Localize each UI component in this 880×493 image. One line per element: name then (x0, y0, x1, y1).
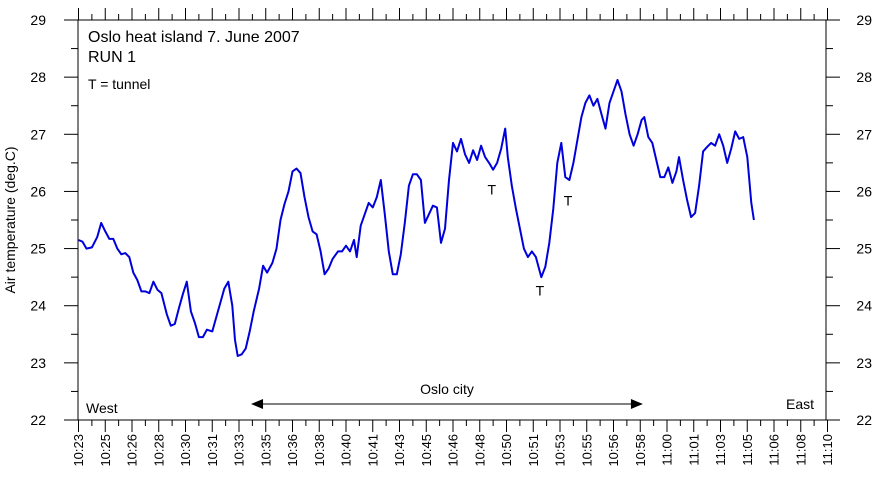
x-tick-label: 10:33 (232, 434, 247, 467)
x-tick-label: 10:51 (526, 434, 541, 467)
x-tick-label: 10:31 (205, 434, 220, 467)
tunnel-marker: T (536, 282, 545, 298)
x-tick-label: 11:06 (767, 434, 782, 466)
y-tick-label-left: 29 (30, 12, 46, 28)
y-tick-label-left: 23 (30, 355, 46, 371)
y-tick-label-left: 27 (30, 126, 46, 142)
x-tick-label: 10:28 (151, 434, 166, 467)
x-tick-label: 10:30 (178, 434, 193, 467)
x-tick-label: 10:56 (606, 434, 621, 467)
oslo-city-span-arrow (251, 399, 643, 409)
west-label: West (86, 400, 118, 416)
x-tick-label: 10:53 (553, 434, 568, 467)
y-tick-label-right: 28 (856, 69, 872, 85)
tunnel-legend-note: T = tunnel (88, 76, 150, 92)
y-tick-label-left: 28 (30, 69, 46, 85)
oslo-city-label: Oslo city (420, 381, 474, 397)
x-tick-label: 10:55 (579, 434, 594, 467)
plot-frame (77, 19, 827, 421)
x-tick-label: 10:41 (365, 434, 380, 467)
y-axis-ticks: 22 22 23 23 24 24 25 25 26 26 27 27 28 28 29 29 (30, 12, 872, 428)
chart-subtitle: RUN 1 (88, 49, 136, 66)
x-tick-label: 10:25 (98, 434, 113, 467)
y-tick-label-left: 22 (30, 412, 46, 428)
x-tick-label: 11:10 (820, 434, 835, 466)
y-tick-label-right: 22 (856, 412, 872, 428)
arrow-head-right (630, 399, 643, 409)
x-tick-label: 11:01 (686, 434, 701, 466)
x-tick-label: 11:03 (713, 434, 728, 466)
y-tick-label-left: 25 (30, 241, 46, 257)
x-tick-label: 10:46 (446, 434, 461, 467)
y-tick-label-right: 27 (856, 126, 872, 142)
x-tick-label: 10:50 (499, 434, 514, 467)
east-label: East (786, 396, 814, 412)
x-tick-label: 10:36 (285, 434, 300, 467)
x-tick-label: 10:48 (472, 434, 487, 467)
tunnel-marker: T (564, 193, 573, 209)
x-axis-ticks: 10:23 10:25 10:26 10:28 10:30 10:31 10:33 10:35… (71, 8, 835, 467)
y-tick-label-left: 26 (30, 183, 46, 199)
y-tick-label-right: 23 (856, 355, 872, 371)
x-tick-label: 10:43 (392, 434, 407, 467)
y-tick-label-right: 29 (856, 12, 872, 28)
arrow-head-left (251, 399, 264, 409)
y-axis-label: Air temperature (deg.C) (2, 146, 18, 293)
y-tick-label-right: 24 (856, 298, 872, 314)
chart-title: Oslo heat island 7. June 2007 (88, 29, 300, 46)
x-tick-label: 11:08 (793, 434, 808, 466)
x-tick-label: 10:40 (339, 434, 354, 467)
x-tick-label: 11:00 (660, 434, 675, 466)
y-tick-label-right: 25 (856, 241, 872, 257)
x-tick-label: 10:58 (633, 434, 648, 467)
annotations: T T T (488, 181, 573, 298)
x-tick-label: 10:23 (71, 434, 86, 467)
y-tick-label-right: 26 (856, 183, 872, 199)
tunnel-marker: T (488, 181, 497, 197)
x-tick-label: 10:35 (258, 434, 273, 467)
x-tick-label: 10:45 (419, 434, 434, 467)
x-tick-label: 11:05 (740, 434, 755, 466)
temperature-series-line (78, 79, 755, 357)
x-tick-label: 10:38 (312, 434, 327, 467)
x-tick-label: 10:26 (125, 434, 140, 467)
y-tick-label-left: 24 (30, 298, 46, 314)
